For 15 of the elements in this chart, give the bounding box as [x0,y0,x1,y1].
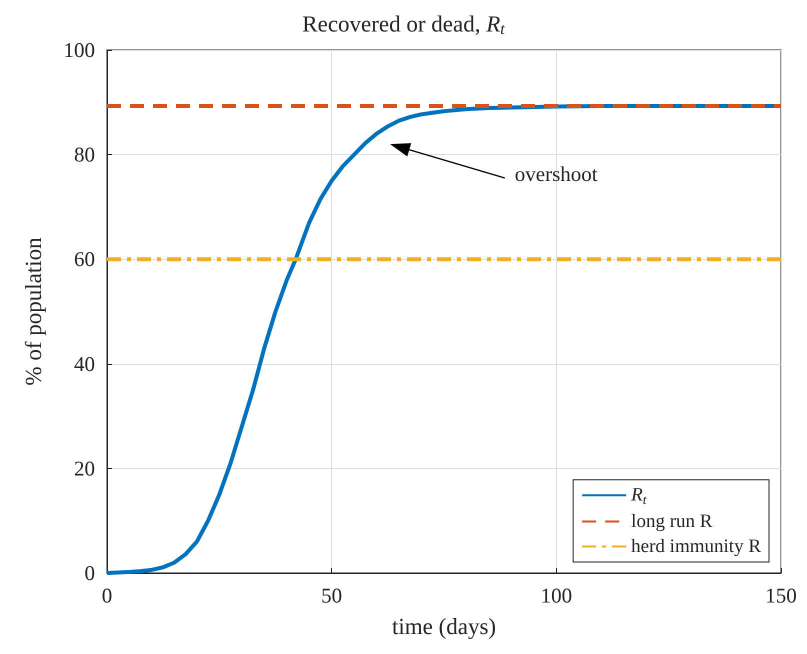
y-axis-title: % of population [21,236,46,386]
y-tick-label: 40 [74,352,95,376]
y-tick-label: 0 [84,561,95,585]
annotation: overshoot [514,162,598,186]
x-tick-label: 50 [321,584,342,608]
legend-label: long run R [631,511,713,532]
x-tick-label: 150 [765,584,797,608]
y-tick-label: 60 [74,247,95,272]
y-tick-label: 80 [74,142,95,167]
y-tick-label: 20 [74,456,95,480]
x-tick-label: 100 [540,584,572,608]
x-axis-title: time (days) [392,614,496,639]
x-tick-label: 0 [102,584,112,608]
y-tick-label: 100 [64,38,95,62]
legend-label: herd immunity R [631,536,762,557]
